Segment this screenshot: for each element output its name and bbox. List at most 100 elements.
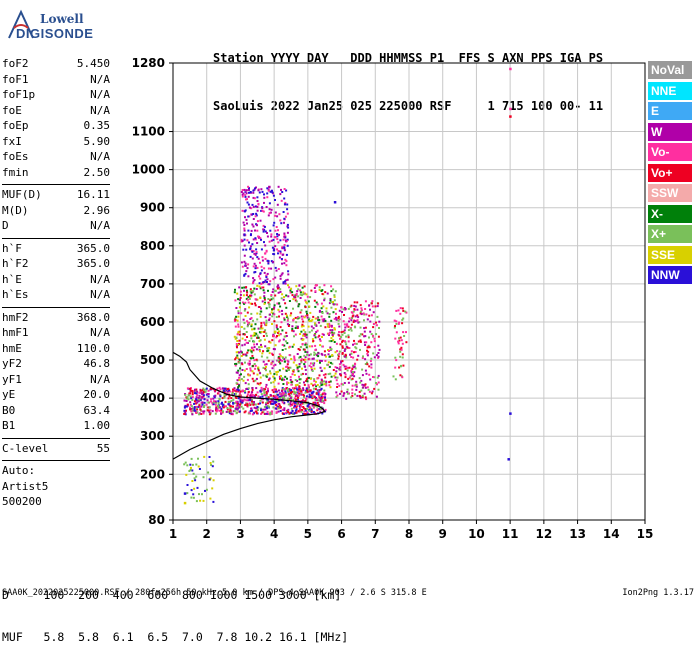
echo-point (290, 381, 293, 384)
echo-point (283, 217, 286, 220)
echo-point (235, 336, 238, 339)
echo-point (284, 356, 287, 359)
echo-point (354, 320, 357, 323)
echo-point (297, 394, 300, 397)
echo-point (223, 396, 226, 399)
echo-point (251, 203, 254, 206)
echo-point (202, 499, 205, 502)
echo-point (507, 458, 510, 461)
echo-point (376, 376, 379, 379)
echo-point (264, 316, 267, 319)
echo-point (278, 315, 280, 318)
param-row: fmin 2.50 (2, 166, 110, 182)
echo-point (259, 272, 262, 275)
echo-point (377, 302, 380, 305)
echo-point (277, 229, 279, 232)
echo-point (313, 334, 316, 337)
echo-point (300, 315, 303, 318)
echo-point (271, 191, 274, 194)
echo-point (278, 302, 281, 305)
echo-point (274, 214, 277, 217)
echo-point (329, 361, 332, 364)
echo-point (274, 199, 276, 201)
echo-point (243, 309, 246, 312)
echo-point (230, 397, 233, 400)
echo-point (329, 386, 332, 389)
echo-point (318, 334, 321, 337)
echo-point (350, 304, 353, 307)
echo-point (248, 188, 250, 191)
echo-point (312, 327, 315, 330)
echo-point (261, 395, 264, 398)
echo-point (509, 107, 512, 111)
echo-point (251, 257, 254, 260)
echo-point (267, 413, 270, 415)
echo-point (238, 358, 241, 361)
echo-point (293, 355, 296, 358)
echo-point (289, 314, 292, 317)
echo-point (325, 380, 328, 383)
echo-point (241, 189, 244, 191)
echo-point (270, 295, 273, 298)
echo-point (227, 401, 230, 403)
echo-point (275, 269, 278, 272)
echo-point (294, 327, 297, 329)
echo-point (184, 461, 187, 464)
echo-point (246, 311, 249, 314)
echo-point (244, 382, 247, 385)
echo-point (273, 304, 276, 307)
echo-point (212, 460, 215, 463)
echo-point (300, 359, 303, 362)
echo-point (246, 342, 249, 344)
echo-point (345, 397, 348, 400)
echo-point (353, 304, 356, 307)
echo-point (263, 291, 266, 294)
echo-point (287, 284, 289, 287)
echo-point (314, 401, 317, 404)
echo-point (249, 395, 252, 398)
echo-point (359, 312, 362, 315)
echo-point (277, 268, 280, 270)
echo-point (279, 362, 282, 365)
echo-point (290, 412, 293, 414)
echo-point (265, 334, 268, 337)
echo-point (331, 354, 334, 356)
echo-point (328, 365, 331, 368)
echo-point (245, 198, 247, 201)
echo-point (286, 377, 288, 380)
echo-point (246, 320, 249, 323)
echo-point (328, 315, 331, 318)
echo-point (216, 387, 219, 390)
echo-point (301, 339, 304, 341)
echo-point (359, 326, 362, 329)
echo-point (354, 315, 357, 318)
param-value: 5.450 (76, 57, 110, 70)
param-row: B0 63.4 (2, 404, 110, 420)
echo-point (277, 308, 280, 311)
echo-point (334, 308, 337, 311)
echo-point (280, 395, 283, 398)
echo-point (302, 406, 305, 408)
echo-point (266, 192, 269, 195)
echo-point (283, 249, 286, 252)
echo-point (405, 341, 408, 344)
echo-point (270, 294, 273, 296)
echo-point (351, 377, 354, 380)
echo-point (232, 410, 235, 413)
echo-point (321, 400, 324, 403)
echo-point (281, 329, 284, 332)
echo-point (265, 383, 268, 386)
echo-point (244, 410, 247, 413)
echo-point (259, 372, 262, 375)
echo-point (352, 364, 355, 367)
echo-point (319, 344, 322, 347)
echo-point (272, 253, 275, 255)
echo-point (254, 403, 257, 406)
param-value: 0.35 (83, 119, 111, 132)
echo-point (324, 376, 327, 379)
echo-point (198, 468, 201, 470)
echo-point (399, 348, 402, 351)
echo-point (210, 464, 213, 466)
echo-point (296, 404, 299, 407)
echo-point (292, 298, 295, 301)
